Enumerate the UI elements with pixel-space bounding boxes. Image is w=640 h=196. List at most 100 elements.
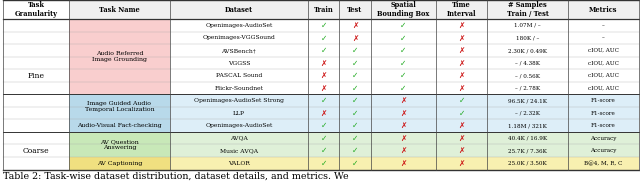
Text: ✓: ✓ — [400, 84, 406, 93]
Text: Fine: Fine — [28, 72, 45, 80]
Text: F1-score: F1-score — [591, 98, 616, 103]
Text: ✗: ✗ — [321, 59, 327, 68]
Text: ✓: ✓ — [400, 21, 406, 30]
Bar — [170, 82, 639, 94]
Bar — [69, 119, 170, 132]
Text: PASCAL Sound: PASCAL Sound — [216, 73, 262, 78]
Text: ✓: ✓ — [400, 34, 406, 43]
Text: cIOU, AUC: cIOU, AUC — [588, 73, 619, 78]
Text: ✗: ✗ — [400, 146, 406, 155]
Bar — [69, 94, 170, 119]
Text: Accuracy: Accuracy — [590, 148, 616, 153]
Bar — [170, 94, 639, 107]
Text: Image Guided Audio
Temporal Localization: Image Guided Audio Temporal Localization — [84, 102, 154, 112]
Text: cIOU, AUC: cIOU, AUC — [588, 61, 619, 65]
Text: ✗: ✗ — [458, 71, 465, 80]
Text: VALOR: VALOR — [228, 161, 250, 166]
Text: ✗: ✗ — [352, 21, 358, 30]
Bar — [69, 132, 170, 157]
Text: ✗: ✗ — [458, 59, 465, 68]
Bar — [170, 19, 639, 32]
Text: 25.7K / 7.36K: 25.7K / 7.36K — [508, 148, 547, 153]
Text: ✗: ✗ — [458, 134, 465, 143]
Text: 25.0K / 3.50K: 25.0K / 3.50K — [508, 161, 547, 166]
Text: 2.30K / 0.49K: 2.30K / 0.49K — [508, 48, 547, 53]
Text: Audio-Visual Fact-checking: Audio-Visual Fact-checking — [77, 123, 162, 128]
Text: AVQA: AVQA — [230, 136, 248, 141]
Text: 96.5K / 24.1K: 96.5K / 24.1K — [508, 98, 547, 103]
Bar — [170, 107, 639, 119]
Text: cIOU, AUC: cIOU, AUC — [588, 48, 619, 53]
Text: Table 2: Task-wise dataset distribution, dataset details, and metrics. We: Table 2: Task-wise dataset distribution,… — [3, 172, 349, 181]
Text: ✗: ✗ — [458, 84, 465, 93]
Bar — [170, 57, 639, 69]
Text: ✓: ✓ — [321, 96, 327, 105]
Text: ✓: ✓ — [400, 46, 406, 55]
Text: VGGSS: VGGSS — [228, 61, 250, 65]
Text: ✓: ✓ — [352, 146, 358, 155]
Text: ✓: ✓ — [400, 59, 406, 68]
Text: Openimages-AudioSet Strong: Openimages-AudioSet Strong — [194, 98, 284, 103]
Text: ✓: ✓ — [321, 121, 327, 130]
Text: LLP: LLP — [233, 111, 245, 116]
Bar — [170, 69, 639, 82]
Text: 1.07M / –: 1.07M / – — [514, 23, 541, 28]
Text: ✓: ✓ — [321, 159, 327, 168]
Text: Spatial
Bounding Box: Spatial Bounding Box — [378, 1, 429, 18]
Text: Accuracy: Accuracy — [590, 136, 616, 141]
Text: ✓: ✓ — [321, 146, 327, 155]
Text: Task Name: Task Name — [99, 6, 140, 14]
Text: ✗: ✗ — [458, 21, 465, 30]
Text: ✓: ✓ — [352, 121, 358, 130]
Text: Dataset: Dataset — [225, 6, 253, 14]
Text: ✗: ✗ — [458, 121, 465, 130]
Text: ✗: ✗ — [458, 46, 465, 55]
Text: ✓: ✓ — [458, 109, 465, 118]
Text: ✗: ✗ — [321, 71, 327, 80]
Text: Openimages-AudioSet: Openimages-AudioSet — [205, 23, 273, 28]
Bar — [170, 144, 639, 157]
Bar — [69, 157, 170, 170]
Text: ✗: ✗ — [458, 146, 465, 155]
Bar — [170, 157, 639, 170]
Text: AV Captioning: AV Captioning — [97, 161, 142, 166]
Text: Test: Test — [348, 6, 363, 14]
Text: ✗: ✗ — [352, 34, 358, 43]
Text: ✗: ✗ — [458, 159, 465, 168]
Text: ✗: ✗ — [400, 109, 406, 118]
Text: ✓: ✓ — [352, 59, 358, 68]
Text: – / 2.78K: – / 2.78K — [515, 86, 540, 91]
Text: AVSBench†: AVSBench† — [221, 48, 256, 53]
Text: – / 0.56K: – / 0.56K — [515, 73, 540, 78]
Text: 1.18M / 321K: 1.18M / 321K — [508, 123, 547, 128]
Text: – / 4.38K: – / 4.38K — [515, 61, 540, 65]
Text: Openimages-VGGSound: Openimages-VGGSound — [202, 35, 275, 41]
Text: –: – — [602, 23, 605, 28]
Text: ✗: ✗ — [400, 159, 406, 168]
Text: Audio Referred
Image Grounding: Audio Referred Image Grounding — [92, 51, 147, 62]
Text: ✗: ✗ — [400, 121, 406, 130]
Text: Coarse: Coarse — [23, 147, 49, 155]
Text: –: – — [602, 35, 605, 41]
Text: ✗: ✗ — [321, 109, 327, 118]
Bar — [170, 44, 639, 57]
Bar — [170, 32, 639, 44]
Bar — [3, 0, 639, 19]
Text: Time
Interval: Time Interval — [447, 1, 477, 18]
Text: F1-score: F1-score — [591, 111, 616, 116]
Text: # Samples
Train / Test: # Samples Train / Test — [506, 1, 548, 18]
Text: Metrics: Metrics — [589, 6, 618, 14]
Bar — [69, 19, 170, 94]
Text: ✓: ✓ — [352, 84, 358, 93]
Bar — [3, 0, 69, 170]
Text: ✓: ✓ — [400, 71, 406, 80]
Text: ✓: ✓ — [352, 134, 358, 143]
Bar — [170, 119, 639, 132]
Text: ✓: ✓ — [352, 159, 358, 168]
Text: ✓: ✓ — [352, 71, 358, 80]
Text: ✓: ✓ — [352, 46, 358, 55]
Text: ✗: ✗ — [458, 34, 465, 43]
Text: AV Question
Answering: AV Question Answering — [100, 139, 139, 150]
Text: 40.4K / 16.9K: 40.4K / 16.9K — [508, 136, 547, 141]
Text: ✗: ✗ — [400, 134, 406, 143]
